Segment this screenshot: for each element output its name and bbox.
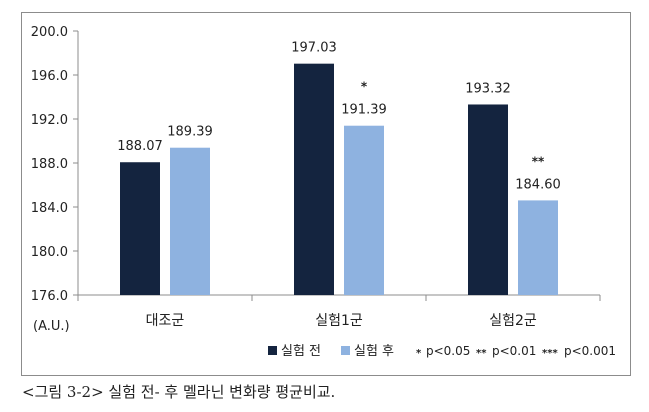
significance-legend-mark: **	[476, 348, 487, 359]
data-label: 184.60	[515, 177, 561, 192]
y-tick-label: 196.0	[31, 69, 68, 84]
legend-swatch	[341, 346, 350, 355]
bar	[294, 63, 334, 295]
significance-mark: **	[532, 154, 545, 168]
bar	[170, 147, 210, 295]
y-tick-label: 188.0	[31, 157, 68, 172]
legend-label: 실험 후	[354, 344, 394, 359]
figure-caption: <그림 3-2> 실험 전- 후 멜라닌 변화량 평균비교.	[22, 383, 336, 401]
x-tick-label: 대조군	[146, 313, 185, 329]
y-tick-label: 180.0	[31, 245, 68, 260]
data-label: 188.07	[117, 139, 163, 154]
chart-frame	[21, 12, 631, 376]
data-label: 191.39	[341, 103, 387, 118]
y-tick-label: 192.0	[31, 113, 68, 128]
x-tick-label: 실험2군	[489, 313, 537, 329]
data-label: 193.32	[465, 81, 511, 96]
bar	[120, 162, 160, 295]
significance-legend-label: p<0.01	[492, 344, 536, 358]
significance-legend-mark: *	[416, 348, 422, 359]
significance-legend-label: p<0.001	[564, 344, 616, 358]
data-label: 197.03	[291, 41, 337, 56]
significance-legend-mark: ***	[542, 348, 558, 359]
significance-legend-label: p<0.05	[426, 344, 470, 358]
y-axis-label: (A.U.)	[33, 319, 70, 334]
bar	[344, 125, 384, 296]
bar	[518, 200, 558, 295]
legend-label: 실험 전	[281, 344, 321, 359]
legend-swatch	[268, 346, 277, 355]
significance-mark: *	[361, 80, 368, 94]
y-tick-label: 200.0	[31, 25, 68, 40]
data-label: 189.39	[167, 125, 213, 140]
x-tick-label: 실험1군	[315, 313, 363, 329]
y-tick-label: 176.0	[31, 289, 68, 304]
y-tick-label: 184.0	[31, 201, 68, 216]
bar	[468, 104, 508, 295]
